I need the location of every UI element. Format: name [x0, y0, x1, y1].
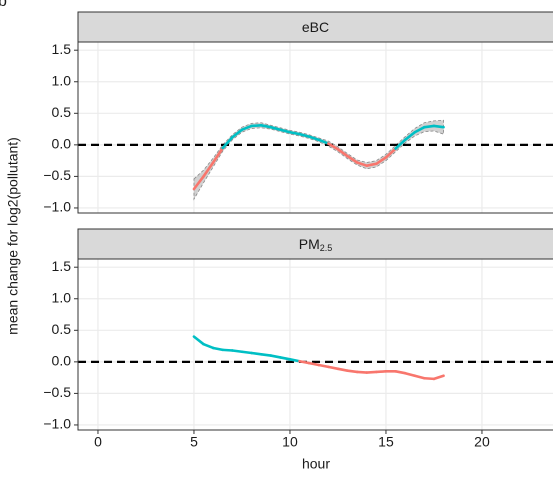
curve-segment: [298, 359, 311, 365]
curve-segment: [317, 363, 330, 369]
curve-segment: [307, 135, 321, 142]
curve-segment: [250, 351, 263, 356]
curve-segment: [192, 175, 205, 191]
y-tick-label: 1.5: [52, 41, 72, 57]
curve-segment: [355, 370, 369, 374]
curve-segment: [259, 352, 273, 357]
curve-segment: [317, 138, 330, 145]
curve-segment: [423, 376, 436, 381]
y-tick-label: −1.0: [43, 416, 71, 432]
x-tick-label: 0: [94, 434, 102, 450]
strip: [77, 11, 553, 43]
curve-segment: [423, 124, 436, 129]
y-tick-label: 0.5: [52, 321, 72, 337]
curve-segment: [346, 154, 359, 164]
curve-segment: [221, 135, 234, 150]
strip-text: PM: [299, 236, 320, 252]
curve-segment: [240, 124, 253, 132]
panel-border: [77, 41, 553, 214]
x-tick-label: 15: [378, 434, 394, 450]
y-axis-label: mean change for log2(pollutant): [5, 137, 21, 335]
panel-tag: b: [0, 0, 7, 10]
curve-segment: [298, 132, 311, 138]
curve-segment: [211, 146, 225, 164]
strip-subscript: 2.5: [320, 243, 333, 253]
curve-segment: [394, 370, 407, 375]
curve-segment: [336, 147, 349, 158]
curve-segment: [288, 130, 301, 136]
x-tick-label: 5: [190, 434, 198, 450]
curve-segment: [231, 349, 244, 354]
curve-segment: [231, 128, 244, 139]
x-axis-label: hour: [302, 456, 330, 472]
curve-segment: [259, 123, 273, 129]
curve-segment: [327, 142, 340, 151]
curve-segment: [202, 161, 215, 178]
y-tick-label: 1.0: [52, 72, 72, 88]
y-tick-label: 1.0: [52, 289, 72, 305]
y-tick-label: 0.0: [52, 136, 72, 152]
curve-segment: [403, 130, 417, 142]
curve-segment: [413, 374, 426, 380]
confidence-band: [193, 119, 444, 201]
curve-segment: [269, 125, 282, 132]
curve-segment: [432, 124, 445, 129]
strip-label: eBC: [302, 19, 329, 35]
curve-segment: [221, 348, 234, 352]
curve-segment: [336, 367, 349, 372]
curve-segment: [307, 361, 321, 367]
curve-segment: [375, 156, 388, 166]
panel-background: [78, 42, 553, 213]
curve-segment: [394, 138, 407, 150]
curve-segment: [413, 125, 426, 134]
curve-segment: [375, 370, 388, 374]
x-tick-label: 10: [282, 434, 298, 450]
panel-background: [78, 259, 553, 430]
curve-segment: [365, 370, 378, 374]
curve-segment: [432, 374, 445, 381]
strip-label: PM2.5: [299, 236, 333, 254]
curve-segment: [355, 161, 369, 167]
y-tick-label: 0.0: [52, 353, 72, 369]
y-tick-label: 1.5: [52, 258, 72, 274]
curve-segment: [269, 354, 282, 359]
curve-segment: [279, 128, 292, 134]
x-tick-label: 20: [474, 434, 490, 450]
curve-segment: [365, 162, 378, 167]
strip: [77, 228, 553, 260]
curve-segment: [384, 147, 397, 159]
y-tick-label: 0.5: [52, 104, 72, 120]
y-tick-label: −0.5: [43, 167, 71, 183]
curve-segment: [192, 335, 205, 346]
curve-segment: [211, 346, 225, 352]
y-tick-label: −0.5: [43, 384, 71, 400]
curve-segment: [327, 365, 340, 371]
curve-segment: [250, 123, 263, 128]
panel-border: [77, 258, 553, 431]
curve-segment: [279, 356, 292, 361]
y-tick-label: −1.0: [43, 199, 71, 215]
strip-text: eBC: [302, 19, 329, 35]
curve-segment: [240, 350, 253, 355]
curve-segment: [403, 371, 417, 378]
curve-segment: [202, 342, 215, 350]
curve-segment: [288, 358, 301, 363]
curve-segment: [346, 369, 359, 374]
